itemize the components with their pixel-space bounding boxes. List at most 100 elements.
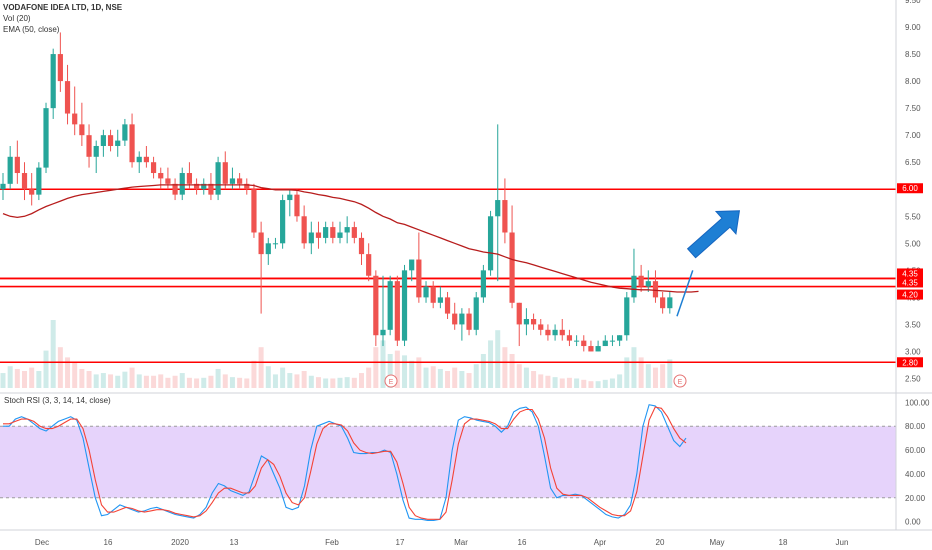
time-tick-label: 17 <box>396 538 405 547</box>
volume-bar <box>100 373 106 388</box>
stoch-tick-label: 40.00 <box>905 470 926 479</box>
candle-body <box>14 156 20 174</box>
earnings-marker-label: E <box>389 379 394 386</box>
volume-bar <box>222 374 228 388</box>
price-pane[interactable] <box>0 0 896 392</box>
volume-bar <box>452 367 458 388</box>
candle-body <box>186 173 193 184</box>
candle-body <box>387 281 393 330</box>
level-badge <box>897 268 923 279</box>
candle-body <box>179 173 185 195</box>
stoch-band <box>0 426 896 498</box>
volume-bar <box>280 367 286 388</box>
candle-body <box>222 162 228 184</box>
candle-body <box>538 324 544 330</box>
time-tick-label: Mar <box>454 538 468 547</box>
candle-body <box>72 113 78 125</box>
volume-bar <box>631 347 637 388</box>
candle-body <box>574 340 580 342</box>
candle-body <box>617 335 623 341</box>
volume-bar <box>258 347 264 388</box>
volume-bar <box>638 357 644 388</box>
candle-body <box>516 302 522 325</box>
candle-body <box>280 200 286 244</box>
candle-body <box>237 178 243 184</box>
volume-bar <box>351 377 357 388</box>
candle-body <box>409 259 415 271</box>
candle-body <box>602 340 608 347</box>
volume-bar <box>165 377 171 388</box>
volume-bar <box>588 381 594 388</box>
volume-bar <box>301 371 307 388</box>
candle-body <box>150 162 157 174</box>
volume-bar <box>244 378 250 388</box>
level-badge <box>897 183 923 194</box>
volume-bar <box>645 364 651 388</box>
volume-bar <box>387 354 393 388</box>
candle-body <box>358 237 365 255</box>
volume-bar <box>294 374 300 388</box>
volume-bar <box>251 360 257 388</box>
trend-arrow-shape <box>686 210 741 259</box>
time-tick-label: May <box>709 538 724 547</box>
price-tick-label: 8.50 <box>905 50 921 59</box>
stoch-rsi-pane[interactable] <box>0 404 896 522</box>
candle-body <box>21 173 28 190</box>
candle-body <box>100 135 106 146</box>
stoch-tick-label: 100.00 <box>905 398 930 407</box>
price-tick-label: 7.50 <box>905 104 921 113</box>
candle-body <box>459 313 465 325</box>
earnings-marker-icon <box>384 374 398 388</box>
candle-body <box>351 227 357 238</box>
stoch-tick-label: 0.00 <box>905 518 921 527</box>
volume-bar <box>22 371 28 388</box>
candle-body <box>323 227 329 238</box>
volume-bar <box>194 378 200 388</box>
candle-body <box>502 200 508 233</box>
candle-body <box>394 281 400 341</box>
volume-bar <box>186 377 192 388</box>
legend: VODAFONE IDEA LTD, 1D, NSE Vol (20) EMA … <box>3 2 122 35</box>
trend-arrow-icon <box>686 210 741 259</box>
volume-bar <box>65 357 71 388</box>
candle-body <box>308 232 314 244</box>
earnings-marker-label: E <box>678 379 683 386</box>
price-tick-label: 5.50 <box>905 212 921 221</box>
time-tick-label: 18 <box>779 538 788 547</box>
candle-body <box>301 216 307 244</box>
volume-bar <box>423 367 429 388</box>
volume-bar <box>308 375 314 388</box>
candle-body <box>401 270 408 341</box>
candle-body <box>495 200 501 217</box>
volume-bar <box>502 347 508 388</box>
volume-bar <box>373 347 379 388</box>
volume-bar <box>609 378 615 388</box>
stoch-tick-label: 20.00 <box>905 494 926 503</box>
candle-body <box>366 254 372 276</box>
volume-bar <box>394 350 400 388</box>
volume-bar <box>36 371 42 388</box>
volume-bar <box>366 367 372 388</box>
volume-bar <box>215 368 221 388</box>
candle-body <box>229 178 236 184</box>
volume-bar <box>43 350 49 388</box>
volume-bar <box>488 340 494 388</box>
volume-bar <box>115 375 121 388</box>
price-tick-label: 5.00 <box>905 239 921 248</box>
volume-bar <box>552 377 558 388</box>
candle-body <box>581 340 587 347</box>
candle-body <box>201 183 207 190</box>
volume-bar <box>237 377 243 388</box>
volume-bar <box>667 359 673 388</box>
legend-ema: EMA (50, close) <box>3 25 60 34</box>
candle-body <box>473 297 479 330</box>
stoch-tick-label: 60.00 <box>905 446 926 455</box>
volume-bar <box>509 354 515 388</box>
volume-bar <box>445 371 451 388</box>
candle-body <box>165 178 171 184</box>
candle-body <box>588 346 594 352</box>
price-tick-label: 6.50 <box>905 158 921 167</box>
candle-body <box>530 319 537 325</box>
volume-bar <box>287 373 293 388</box>
